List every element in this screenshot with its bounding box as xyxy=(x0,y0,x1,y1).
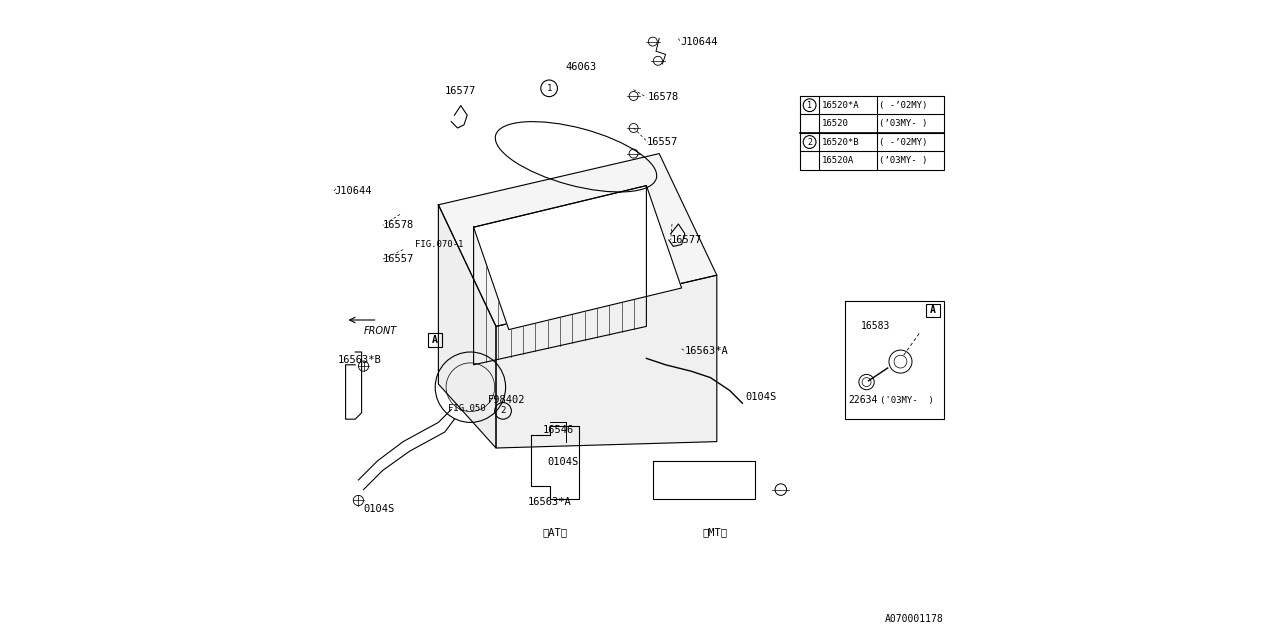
Text: J10644: J10644 xyxy=(681,36,718,47)
Text: A: A xyxy=(931,305,936,316)
Text: A: A xyxy=(431,335,438,345)
Text: 16578: 16578 xyxy=(383,220,413,230)
Polygon shape xyxy=(474,186,681,330)
Text: 16520*B: 16520*B xyxy=(822,138,859,147)
Text: FRONT: FRONT xyxy=(364,326,397,337)
Text: FIG.050: FIG.050 xyxy=(448,404,485,413)
Text: 〈AT〉: 〈AT〉 xyxy=(543,527,568,538)
Polygon shape xyxy=(438,154,717,326)
Text: ('03MY-  ): ('03MY- ) xyxy=(881,396,933,404)
Polygon shape xyxy=(497,275,717,448)
Text: 16520*A: 16520*A xyxy=(822,100,859,109)
Text: ( -’02MY): ( -’02MY) xyxy=(879,138,928,147)
Text: F98402: F98402 xyxy=(489,395,526,405)
Text: 1: 1 xyxy=(547,84,552,93)
Text: A070001178: A070001178 xyxy=(886,614,945,624)
Text: 0104S: 0104S xyxy=(745,392,777,402)
Text: 16563*A: 16563*A xyxy=(685,346,728,356)
Text: (’03MY- ): (’03MY- ) xyxy=(879,119,928,128)
Text: J10644: J10644 xyxy=(334,186,371,196)
Polygon shape xyxy=(653,461,755,499)
Text: 16563*A: 16563*A xyxy=(529,497,572,508)
Text: 16583: 16583 xyxy=(860,321,890,332)
Text: 2: 2 xyxy=(500,406,506,415)
Text: 46063: 46063 xyxy=(566,62,596,72)
Text: 16557: 16557 xyxy=(646,137,677,147)
Text: 16557: 16557 xyxy=(383,254,413,264)
Text: 2: 2 xyxy=(808,138,812,147)
Text: 0104S: 0104S xyxy=(548,457,579,467)
Text: (’03MY- ): (’03MY- ) xyxy=(879,156,928,165)
Text: 16577: 16577 xyxy=(445,86,476,96)
Text: 16563*B: 16563*B xyxy=(338,355,381,365)
Text: 〈MT〉: 〈MT〉 xyxy=(703,527,728,538)
Text: 16577: 16577 xyxy=(671,235,701,245)
Text: 16578: 16578 xyxy=(648,92,678,102)
Text: 16546: 16546 xyxy=(543,425,573,435)
Text: ( -’02MY): ( -’02MY) xyxy=(879,100,928,109)
Text: 22634: 22634 xyxy=(849,395,877,405)
Text: 16520A: 16520A xyxy=(822,156,854,165)
Text: 16520: 16520 xyxy=(822,119,849,128)
Text: 0104S: 0104S xyxy=(364,504,394,514)
Text: FIG.070-1: FIG.070-1 xyxy=(415,240,463,249)
Polygon shape xyxy=(438,205,497,448)
Text: 1: 1 xyxy=(808,100,812,109)
